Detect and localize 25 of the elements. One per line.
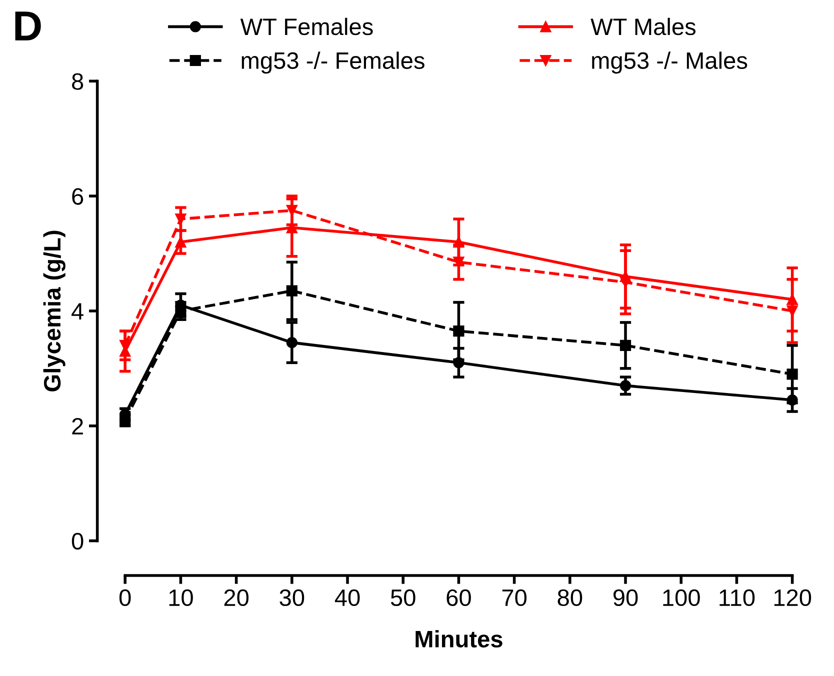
x-tick-label: 100: [663, 589, 700, 606]
y-tick-label: 2: [72, 418, 83, 434]
legend-label: mg53 -/- Males: [592, 52, 748, 74]
x-axis-title: Minutes: [416, 630, 502, 648]
y-tick-label: 8: [72, 73, 84, 90]
x-tick-label: 20: [224, 589, 249, 606]
y-axis-title: Glycemia (g/L): [43, 230, 66, 392]
x-tick-label: 50: [390, 589, 416, 606]
x-tick-label: 120: [774, 589, 812, 606]
x-tick-label: 30: [280, 589, 304, 606]
legend-label: WT Males: [590, 18, 696, 36]
legend-label: mg53 -/- Females: [242, 52, 424, 74]
x-tick-label: 110: [720, 589, 755, 606]
x-tick-label: 60: [446, 589, 471, 606]
x-tick-label: 70: [502, 589, 527, 606]
x-tick-label: 10: [169, 589, 193, 606]
legend-label: WT Females: [240, 18, 373, 36]
y-tick-label: 6: [72, 188, 84, 205]
x-tick-label: 90: [613, 589, 638, 606]
y-tick-label: 4: [72, 303, 84, 320]
y-tick-label: 0: [72, 532, 84, 550]
text: D: [15, 12, 41, 40]
x-tick-label: 0: [119, 589, 131, 606]
x-tick-label: 80: [558, 589, 582, 606]
x-tick-label: 40: [334, 589, 360, 606]
